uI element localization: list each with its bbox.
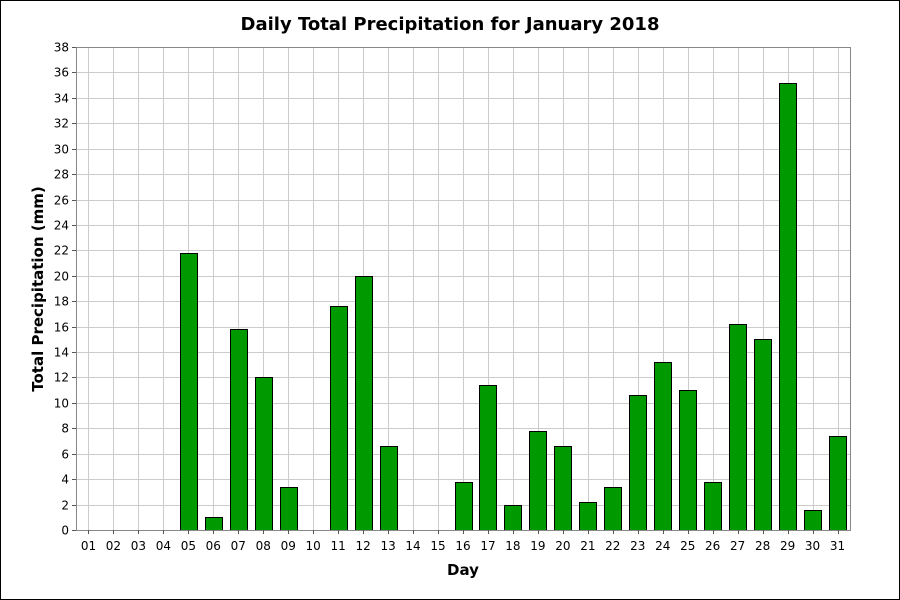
- bar: [455, 482, 473, 531]
- y-tick-label: 30: [54, 143, 69, 157]
- x-tick-label: 18: [505, 539, 520, 553]
- x-tick-label: 07: [231, 539, 246, 553]
- y-tick-label: 34: [54, 92, 69, 106]
- x-tick-label: 19: [530, 539, 545, 553]
- bar: [230, 329, 248, 531]
- x-tick-label: 15: [430, 539, 445, 553]
- x-tick-label: 10: [306, 539, 321, 553]
- bar: [654, 362, 672, 531]
- bar: [380, 446, 398, 531]
- bar: [679, 390, 697, 531]
- y-axis-label: Total Precipitation (mm): [29, 186, 47, 391]
- bar: [754, 339, 772, 531]
- x-tick-label: 20: [555, 539, 570, 553]
- x-axis-label: Day: [447, 561, 479, 579]
- x-tick-label: 30: [805, 539, 820, 553]
- y-tick-label: 10: [54, 397, 69, 411]
- x-tick-label: 24: [655, 539, 670, 553]
- y-tick-label: 4: [61, 473, 69, 487]
- y-tick-label: 22: [54, 244, 69, 258]
- y-tick-label: 6: [61, 448, 69, 462]
- x-tick-label: 14: [405, 539, 420, 553]
- y-tick-label: 14: [54, 346, 69, 360]
- bar: [554, 446, 572, 531]
- y-tick-label: 32: [54, 117, 69, 131]
- bar: [804, 510, 822, 531]
- x-tick-label: 11: [331, 539, 346, 553]
- y-tick-label: 16: [54, 321, 69, 335]
- x-tick-label: 16: [455, 539, 470, 553]
- y-tick-label: 36: [54, 66, 69, 80]
- bar: [829, 436, 847, 531]
- x-tick-label: 04: [156, 539, 171, 553]
- bar: [579, 502, 597, 531]
- x-tick-label: 01: [81, 539, 96, 553]
- y-tick-label: 8: [61, 422, 69, 436]
- x-tick-label: 02: [106, 539, 121, 553]
- bar: [255, 377, 273, 531]
- x-tick-label: 21: [580, 539, 595, 553]
- y-tick-label: 20: [54, 270, 69, 284]
- bar: [205, 517, 223, 531]
- x-tick-label: 26: [705, 539, 720, 553]
- x-tick-label: 31: [830, 539, 845, 553]
- x-tick-label: 06: [206, 539, 221, 553]
- x-tick-label: 29: [780, 539, 795, 553]
- x-tick-label: 23: [630, 539, 645, 553]
- bar: [280, 487, 298, 531]
- y-tick-label: 18: [54, 295, 69, 309]
- x-tick-label: 22: [605, 539, 620, 553]
- x-tick-label: 09: [281, 539, 296, 553]
- x-axis-ticks: 01 02 03 04 05 06 07 08 09 10 11 12 13 14 15 16 17 18 19 20…: [81, 530, 845, 553]
- x-tick-label: 25: [680, 539, 695, 553]
- x-tick-label: 05: [181, 539, 196, 553]
- y-tick-label: 0: [61, 524, 69, 538]
- x-tick-label: 03: [131, 539, 146, 553]
- x-tick-label: 13: [380, 539, 395, 553]
- y-tick-label: 2: [61, 499, 69, 513]
- x-tick-label: 27: [730, 539, 745, 553]
- bar: [330, 306, 348, 531]
- y-tick-label: 26: [54, 194, 69, 208]
- bar: [529, 431, 547, 531]
- bars-group: [180, 83, 847, 531]
- bar: [355, 276, 373, 531]
- bar: [779, 83, 797, 531]
- chart-title: Daily Total Precipitation for January 20…: [241, 14, 660, 35]
- bar: [504, 505, 522, 531]
- x-tick-label: 28: [755, 539, 770, 553]
- y-tick-label: 24: [54, 219, 69, 233]
- bar: [629, 395, 647, 531]
- bar: [479, 385, 497, 531]
- y-tick-label: 28: [54, 168, 69, 182]
- bar: [704, 482, 722, 531]
- x-tick-label: 12: [355, 539, 370, 553]
- y-tick-label: 38: [54, 41, 69, 55]
- y-tick-label: 12: [54, 371, 69, 385]
- bar: [729, 324, 747, 531]
- bar: [604, 487, 622, 531]
- x-tick-label: 08: [256, 539, 271, 553]
- x-tick-label: 17: [480, 539, 495, 553]
- bar: [180, 253, 198, 531]
